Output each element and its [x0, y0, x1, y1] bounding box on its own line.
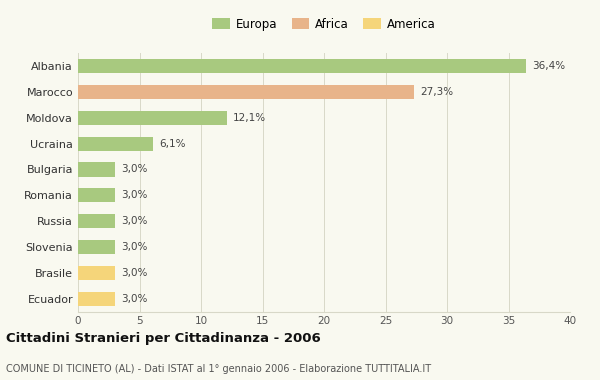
Text: 36,4%: 36,4% [532, 61, 565, 71]
Bar [78, 188, 115, 203]
Bar [78, 214, 115, 228]
Text: 3,0%: 3,0% [121, 165, 148, 174]
Text: Cittadini Stranieri per Cittadinanza - 2006: Cittadini Stranieri per Cittadinanza - 2… [6, 332, 321, 345]
Bar [78, 162, 115, 177]
Bar [78, 240, 115, 254]
Text: 12,1%: 12,1% [233, 113, 266, 123]
Text: 3,0%: 3,0% [121, 216, 148, 226]
Bar [78, 266, 115, 280]
Bar [78, 111, 227, 125]
Bar [78, 59, 526, 73]
Bar [78, 85, 414, 99]
Bar [78, 136, 153, 151]
Text: COMUNE DI TICINETO (AL) - Dati ISTAT al 1° gennaio 2006 - Elaborazione TUTTITALI: COMUNE DI TICINETO (AL) - Dati ISTAT al … [6, 364, 431, 374]
Text: 6,1%: 6,1% [159, 139, 185, 149]
Legend: Europa, Africa, America: Europa, Africa, America [210, 15, 438, 33]
Text: 27,3%: 27,3% [420, 87, 453, 97]
Text: 3,0%: 3,0% [121, 242, 148, 252]
Text: 3,0%: 3,0% [121, 268, 148, 278]
Text: 3,0%: 3,0% [121, 190, 148, 200]
Bar [78, 291, 115, 306]
Text: 3,0%: 3,0% [121, 294, 148, 304]
